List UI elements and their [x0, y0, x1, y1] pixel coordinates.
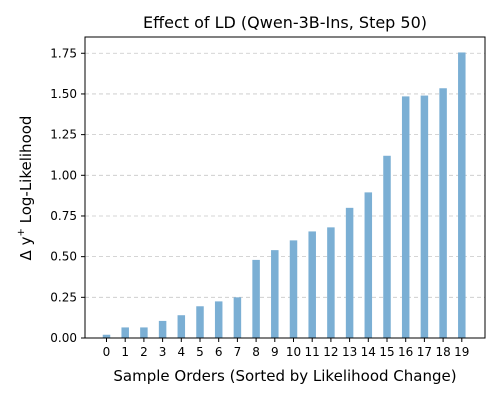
- x-tick-label: 15: [379, 345, 394, 359]
- x-tick-label: 8: [252, 345, 260, 359]
- bar: [345, 207, 354, 338]
- y-tick-label: 1.25: [50, 128, 77, 142]
- bar: [177, 315, 186, 338]
- grid-lines: [85, 52, 485, 339]
- bar: [196, 306, 204, 338]
- y-tick-label: 0.25: [50, 290, 77, 304]
- y-tick-label: 0.75: [50, 209, 77, 223]
- x-tick-label: 3: [159, 345, 167, 359]
- y-tick-label: 0.00: [50, 331, 77, 345]
- y-ticks: 0.00 0.25 0.50 0.75 1.00 1.25 1.50 1.75: [50, 46, 85, 345]
- bar: [364, 192, 373, 338]
- x-tick-label: 1: [121, 345, 129, 359]
- bar: [401, 96, 410, 338]
- axes: [84, 36, 486, 339]
- bar: [271, 250, 279, 338]
- x-tick-label: 2: [140, 345, 148, 359]
- bar: [233, 297, 242, 338]
- y-tick-label: 1.00: [50, 168, 77, 182]
- x-tick-label: 17: [417, 345, 432, 359]
- x-tick-label: 7: [234, 345, 242, 359]
- bar: [214, 301, 223, 338]
- bar: [102, 334, 111, 338]
- y-tick-label: 1.75: [50, 46, 77, 60]
- x-tick-label: 13: [342, 345, 357, 359]
- x-ticks: 0 1 2 3 4 5 6 7 8 9 10 11 12 13 14 15 16 17 18 19: [103, 338, 469, 359]
- bar: [140, 327, 148, 338]
- y-axis-label: Δ y+ Log-Likelihood: [16, 116, 35, 261]
- x-tick-label: 5: [196, 345, 204, 359]
- bar: [383, 155, 391, 338]
- bar: [420, 95, 429, 339]
- x-tick-label: 11: [305, 345, 320, 359]
- x-tick-label: 6: [215, 345, 223, 359]
- x-tick-label: 19: [454, 345, 469, 359]
- bars: [102, 52, 466, 339]
- bar: [439, 88, 447, 339]
- x-tick-label: 0: [103, 345, 111, 359]
- chart-title: Effect of LD (Qwen-3B-Ins, Step 50): [143, 13, 427, 32]
- x-tick-label: 16: [398, 345, 413, 359]
- x-tick-label: 4: [177, 345, 185, 359]
- y-tick-label: 1.50: [50, 87, 77, 101]
- y-axis-label-prefix: Δ y: [17, 236, 35, 260]
- bar: [289, 240, 298, 338]
- y-axis-label-superscript: +: [16, 228, 27, 236]
- bar: [458, 52, 466, 338]
- x-tick-label: 9: [271, 345, 279, 359]
- x-tick-label: 18: [435, 345, 450, 359]
- x-tick-label: 14: [361, 345, 376, 359]
- x-tick-label: 12: [323, 345, 338, 359]
- plot-frame: [84, 36, 486, 339]
- bar: [158, 320, 167, 338]
- y-axis-label-suffix: Log-Likelihood: [17, 116, 35, 229]
- bar: [121, 327, 129, 338]
- x-tick-label: 10: [286, 345, 301, 359]
- bar: [252, 259, 260, 338]
- x-axis-label: Sample Orders (Sorted by Likelihood Chan…: [113, 367, 456, 385]
- bar: [308, 231, 316, 338]
- bar: [327, 227, 335, 338]
- y-tick-label: 0.50: [50, 250, 77, 264]
